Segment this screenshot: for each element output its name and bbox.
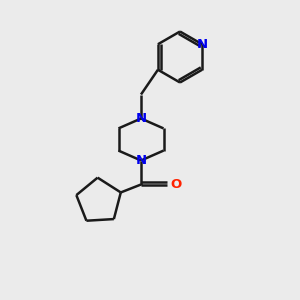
- Text: O: O: [170, 178, 181, 191]
- Text: N: N: [135, 154, 147, 167]
- Text: N: N: [135, 112, 147, 125]
- Text: N: N: [196, 38, 208, 51]
